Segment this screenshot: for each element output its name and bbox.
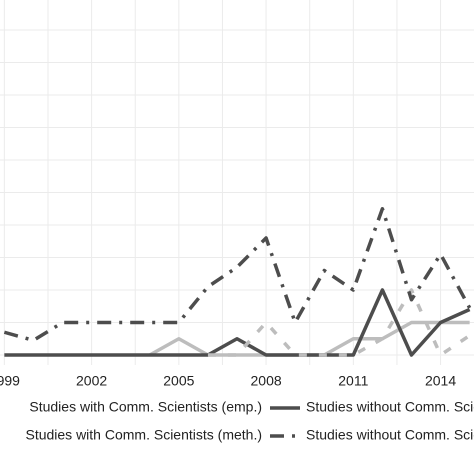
x-tick-label: 1999 [0,373,20,389]
series-line [4,288,471,357]
legend-label: Studies with Comm. Scientists (emp.) [29,399,262,415]
series-line [3,207,472,343]
x-tick-label: 2011 [338,373,368,389]
legend-label: Studies without Comm. Scientists (meth.) [306,427,474,443]
x-tick-label: 2008 [251,373,282,389]
x-tick-label: 2005 [163,373,194,389]
series-line [207,288,471,357]
x-tick-label: 2014 [425,373,456,389]
legend-label: Studies with Comm. Scientists (meth.) [25,427,262,443]
legend-label: Studies without Comm. Scientists (emp.) [306,399,474,415]
x-tick-label: 2002 [76,373,107,389]
